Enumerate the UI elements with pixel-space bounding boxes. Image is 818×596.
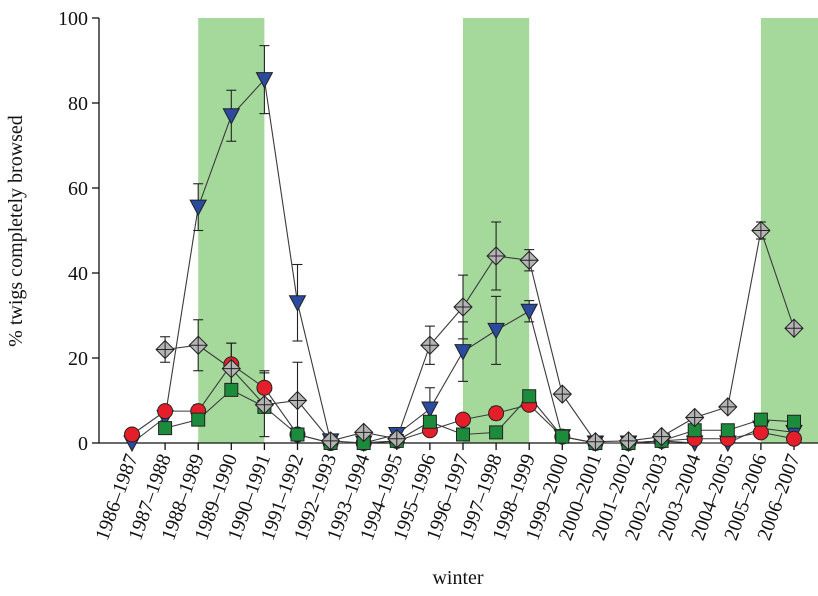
marker	[489, 425, 504, 440]
marker	[387, 429, 407, 449]
marker	[158, 421, 173, 436]
marker	[456, 427, 470, 442]
marker	[188, 335, 208, 355]
y-axis-label: % twigs completely browsed	[5, 115, 27, 347]
marker	[555, 429, 570, 444]
marker	[189, 199, 208, 217]
y-tick-label: 0	[78, 433, 88, 455]
marker	[420, 335, 440, 355]
marker	[124, 426, 140, 443]
marker	[752, 424, 769, 441]
marker	[453, 297, 473, 317]
y-tick-label: 100	[58, 8, 88, 30]
marker	[487, 322, 505, 340]
marker	[221, 358, 242, 379]
x-axis-label: winter	[432, 567, 483, 589]
marker	[787, 414, 801, 429]
marker	[786, 430, 802, 447]
marker	[651, 426, 672, 447]
marker	[552, 384, 573, 404]
marker	[753, 412, 768, 427]
marker	[519, 250, 539, 270]
marker	[585, 432, 606, 452]
marker	[353, 422, 374, 443]
marker	[684, 407, 705, 428]
marker	[191, 412, 206, 427]
marker	[455, 411, 471, 428]
marker	[720, 423, 735, 438]
y-tick-label: 80	[68, 93, 88, 115]
marker	[320, 431, 341, 451]
marker	[784, 318, 804, 338]
marker	[222, 108, 241, 125]
marker	[255, 72, 274, 89]
marker	[422, 414, 437, 429]
y-tick-label: 40	[68, 263, 88, 285]
marker	[254, 395, 275, 415]
marker	[287, 390, 308, 411]
marker	[718, 397, 738, 417]
marker	[454, 344, 472, 361]
marker	[486, 246, 506, 266]
marker	[256, 379, 273, 396]
marker	[288, 295, 307, 312]
y-tick-label: 60	[68, 178, 88, 200]
marker	[520, 303, 539, 321]
marker	[522, 389, 537, 404]
marker	[290, 427, 305, 442]
marker	[618, 431, 639, 451]
marker	[488, 405, 505, 422]
marker	[155, 339, 175, 360]
marker	[224, 382, 239, 397]
y-tick-label: 20	[68, 348, 88, 370]
marker	[751, 220, 771, 241]
marker	[157, 403, 174, 420]
marker	[421, 401, 439, 419]
